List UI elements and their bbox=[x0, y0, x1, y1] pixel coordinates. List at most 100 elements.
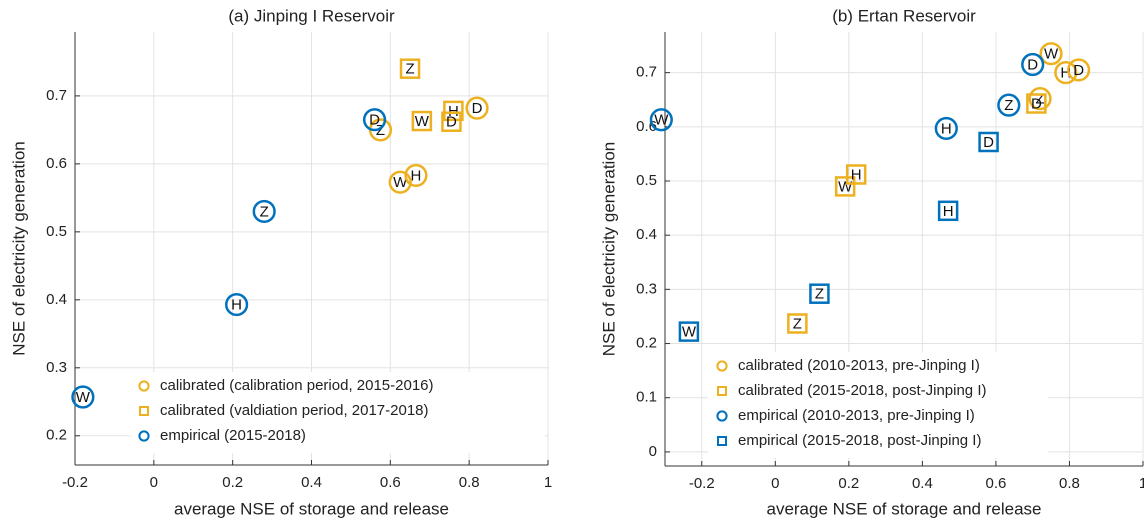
point-label: W bbox=[393, 174, 408, 191]
y-axis-label: NSE of electricity generation bbox=[599, 142, 618, 357]
point-marker bbox=[465, 96, 489, 120]
x-tick-label: 0 bbox=[150, 474, 158, 491]
point-label: W bbox=[1044, 46, 1059, 63]
point-marker bbox=[934, 116, 958, 141]
x-tick-label: 0.4 bbox=[301, 474, 322, 491]
x-tick-label: -0.2 bbox=[62, 474, 88, 491]
y-tick-label: 0.5 bbox=[46, 223, 67, 240]
point-label: Z bbox=[1004, 97, 1013, 114]
legend-label: empirical (2015-2018) bbox=[160, 427, 306, 444]
x-axis-label: average NSE of storage and release bbox=[174, 499, 449, 518]
point-marker bbox=[978, 131, 999, 153]
y-tick-label: 0 bbox=[649, 443, 657, 460]
point-label: H bbox=[941, 120, 952, 137]
point-marker bbox=[1028, 87, 1052, 111]
point-marker bbox=[71, 385, 95, 409]
x-tick-label: 0.2 bbox=[222, 474, 243, 491]
y-tick-label: 0.1 bbox=[636, 389, 657, 406]
x-tick-label: 0.6 bbox=[985, 475, 1006, 492]
y-axis-label: NSE of electricity generation bbox=[9, 141, 28, 356]
point-marker bbox=[787, 313, 808, 334]
legend-label: calibrated (2015-2018, post-Jinping I) bbox=[738, 382, 986, 399]
point-label: D bbox=[1027, 56, 1038, 73]
legend-marker bbox=[716, 410, 728, 422]
point-label: H bbox=[943, 203, 954, 220]
point-marker bbox=[225, 292, 249, 317]
y-tick-label: 0.3 bbox=[46, 359, 67, 376]
point-label: W bbox=[415, 113, 430, 130]
x-tick-label: 1 bbox=[1139, 475, 1144, 492]
point-label: D bbox=[446, 114, 457, 131]
legend-label: calibrated (2010-2013, pre-Jinping I) bbox=[738, 357, 980, 374]
legend-marker bbox=[139, 406, 149, 416]
point-marker bbox=[997, 93, 1021, 117]
point-label: Z bbox=[815, 286, 824, 303]
y-tick-label: 0.4 bbox=[46, 291, 67, 308]
point-label: Z bbox=[1035, 91, 1044, 108]
point-marker bbox=[404, 163, 428, 188]
point-marker bbox=[1054, 61, 1078, 85]
legend-label: calibrated (valdiation period, 2017-2018… bbox=[160, 402, 429, 419]
point-label: D bbox=[472, 100, 483, 117]
y-tick-label: 0.6 bbox=[46, 155, 67, 172]
legend-marker bbox=[138, 430, 150, 442]
x-tick-label: 0.8 bbox=[459, 474, 480, 491]
legend-marker bbox=[717, 436, 727, 446]
point-label: Z bbox=[376, 122, 385, 139]
x-tick-label: 0.6 bbox=[380, 474, 401, 491]
point-marker bbox=[443, 100, 464, 122]
point-marker bbox=[845, 164, 867, 185]
point-marker bbox=[252, 199, 276, 224]
y-tick-label: 0.7 bbox=[636, 64, 657, 81]
point-label: D bbox=[1073, 62, 1084, 79]
point-marker bbox=[1021, 52, 1045, 77]
point-marker bbox=[388, 170, 412, 194]
x-tick-label: 0.4 bbox=[912, 475, 933, 492]
point-marker bbox=[1039, 42, 1063, 66]
y-tick-label: 0.7 bbox=[46, 87, 67, 104]
legend-label: empirical (2010-2013, pre-Jinping I) bbox=[738, 407, 975, 424]
x-tick-label: -0.2 bbox=[689, 475, 715, 492]
point-marker bbox=[1067, 58, 1091, 82]
point-label: H bbox=[411, 167, 422, 184]
point-label: Z bbox=[793, 315, 802, 332]
point-label: H bbox=[231, 297, 242, 314]
y-tick-label: 0.3 bbox=[636, 280, 657, 297]
point-marker bbox=[649, 108, 673, 132]
point-label: H bbox=[851, 166, 862, 183]
point-label: W bbox=[654, 112, 669, 129]
point-label: D bbox=[983, 134, 994, 151]
y-tick-label: 0.2 bbox=[46, 427, 67, 444]
y-tick-label: 0.4 bbox=[636, 226, 657, 243]
point-marker bbox=[1026, 93, 1047, 114]
chart-title: (b) Ertan Reservoir bbox=[832, 6, 976, 25]
point-marker bbox=[362, 108, 387, 132]
point-label: Z bbox=[405, 61, 414, 78]
legend-marker bbox=[717, 386, 727, 396]
legend-marker bbox=[138, 380, 150, 392]
point-marker bbox=[834, 176, 856, 197]
point-marker bbox=[937, 200, 959, 222]
point-label: H bbox=[1060, 65, 1071, 82]
point-label: H bbox=[448, 103, 459, 120]
point-marker bbox=[678, 321, 700, 342]
x-tick-label: 0.2 bbox=[838, 475, 859, 492]
point-label: W bbox=[76, 389, 91, 406]
point-label: D bbox=[1031, 95, 1042, 112]
legend-label: calibrated (calibration period, 2015-201… bbox=[160, 377, 434, 394]
x-tick-label: 0 bbox=[771, 475, 779, 492]
y-tick-label: 0.2 bbox=[636, 335, 657, 352]
point-label: D bbox=[369, 112, 380, 129]
legend-label: empirical (2015-2018, post-Jinping I) bbox=[738, 432, 981, 449]
chart-title: (a) Jinping I Reservoir bbox=[228, 6, 395, 25]
legend-marker bbox=[716, 360, 728, 372]
legend-box bbox=[130, 372, 545, 453]
point-marker bbox=[809, 283, 830, 304]
x-tick-label: 1 bbox=[544, 474, 552, 491]
point-label: Z bbox=[260, 203, 269, 220]
legend-box bbox=[708, 352, 1048, 458]
point-marker bbox=[441, 111, 462, 132]
point-marker bbox=[411, 110, 433, 132]
point-label: W bbox=[682, 324, 697, 341]
